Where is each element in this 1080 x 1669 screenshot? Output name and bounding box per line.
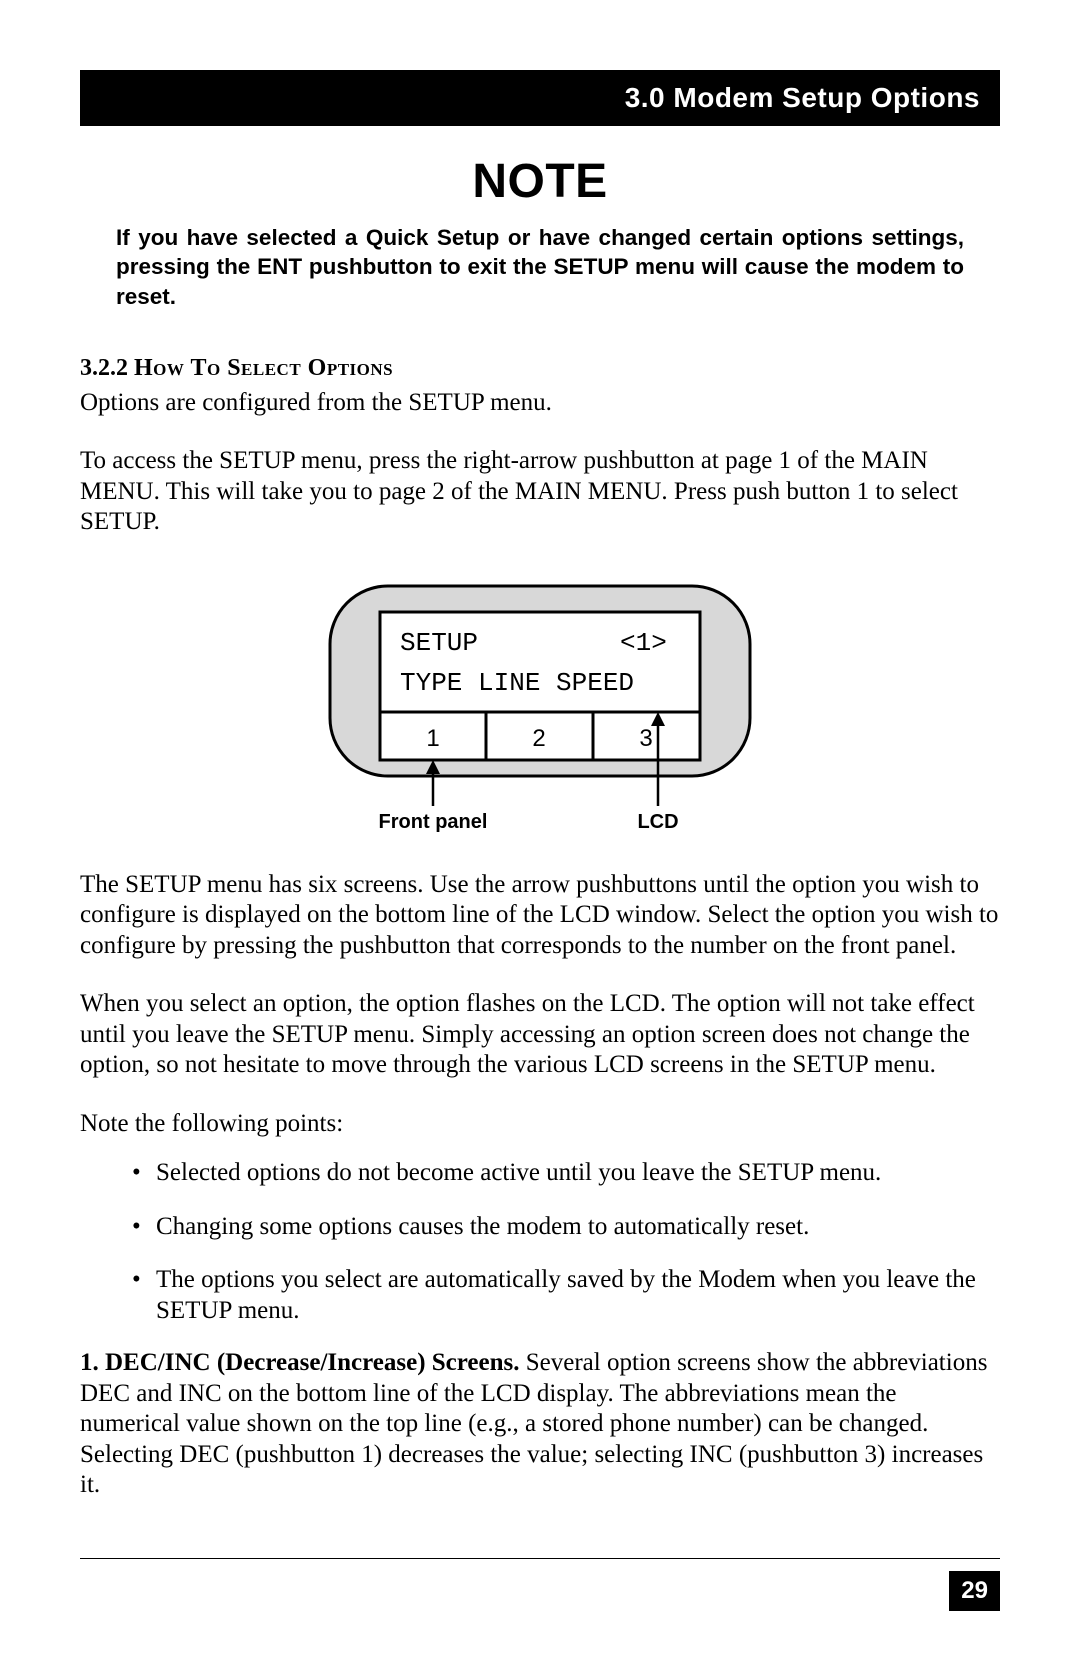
paragraph-3: The SETUP menu has six screens. Use the …	[80, 870, 1000, 962]
section-header-title: 3.0 Modem Setup Options	[625, 82, 980, 114]
button-2-label: 2	[532, 725, 545, 752]
lcd-line2: TYPE LINE SPEED	[400, 668, 634, 698]
paragraph-1: Options are configured from the SETUP me…	[80, 388, 1000, 419]
subsection-number: 3.2.2	[80, 355, 128, 381]
bullet-3: The options you select are automatically…	[132, 1264, 1000, 1327]
numbered-lead: 1. DEC/INC (Decrease/Increase) Screens.	[80, 1349, 520, 1376]
page-container: 3.0 Modem Setup Options NOTE If you have…	[0, 0, 1080, 1669]
subsection-name: How To Select Options	[134, 355, 393, 381]
lcd-svg: SETUP <1> TYPE LINE SPEED 1 2 3 Front pa…	[320, 576, 760, 836]
note-heading: NOTE	[80, 154, 1000, 209]
lcd-line1-left: SETUP	[400, 628, 478, 658]
label-front-panel: Front panel	[379, 811, 488, 833]
bullet-2: Changing some options causes the modem t…	[132, 1211, 1000, 1242]
lcd-figure: SETUP <1> TYPE LINE SPEED 1 2 3 Front pa…	[80, 576, 1000, 836]
label-lcd: LCD	[637, 811, 678, 833]
button-1-label: 1	[426, 725, 439, 752]
bullet-list: Selected options do not become active un…	[132, 1157, 1000, 1326]
bullet-1: Selected options do not become active un…	[132, 1157, 1000, 1188]
paragraph-5: Note the following points:	[80, 1109, 1000, 1140]
note-body: If you have selected a Quick Setup or ha…	[116, 223, 964, 311]
paragraph-2: To access the SETUP menu, press the righ…	[80, 446, 1000, 538]
numbered-item-1: 1. DEC/INC (Decrease/Increase) Screens. …	[80, 1348, 1000, 1501]
lcd-line1-right: <1>	[620, 628, 667, 658]
section-header-bar: 3.0 Modem Setup Options	[80, 70, 1000, 126]
paragraph-4: When you select an option, the option fl…	[80, 989, 1000, 1081]
page-number: 29	[949, 1571, 1000, 1611]
button-3-label: 3	[639, 725, 652, 752]
footer-rule	[80, 1558, 1000, 1559]
subsection-title: 3.2.2 How To Select Options	[80, 355, 1000, 382]
